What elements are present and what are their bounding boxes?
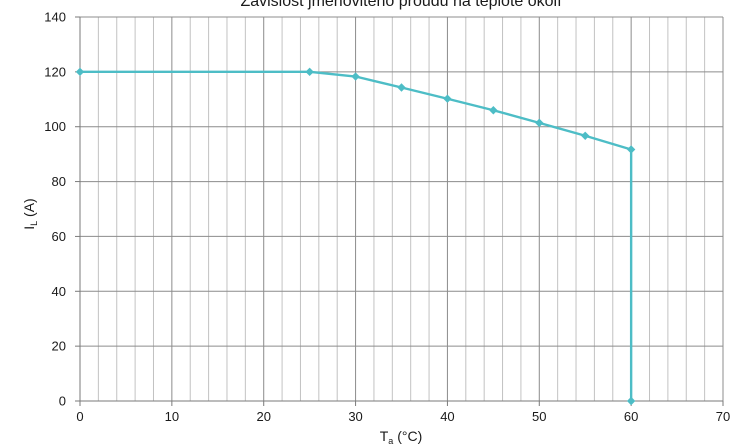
data-point-marker: [305, 67, 314, 77]
grid: [80, 16, 724, 401]
data-point-marker: [535, 118, 544, 128]
x-axis-title-sub: a: [388, 436, 393, 445]
x-tick-label: 70: [716, 409, 730, 424]
tick-labels: 0 10 20 30 40 50 60 70 0 20 40 60 80 100 120 140: [44, 10, 730, 425]
x-tick-label: 0: [76, 409, 83, 424]
x-tick-label: 30: [348, 409, 362, 424]
y-tick-label: 140: [44, 10, 66, 25]
x-tick-label: 60: [624, 409, 638, 424]
data-point-marker: [581, 131, 590, 140]
x-axis-title-unit: (°C): [393, 428, 422, 444]
data-point-marker: [397, 83, 406, 92]
y-tick-label: 120: [44, 64, 66, 79]
y-tick-label: 0: [59, 394, 66, 409]
data-point-marker: [75, 67, 85, 77]
y-tick-label: 100: [44, 119, 66, 134]
data-point-marker: [351, 72, 360, 81]
data-point-marker: [626, 396, 636, 406]
x-tick-label: 50: [532, 409, 546, 424]
data-point-marker: [626, 145, 636, 154]
y-axis-title-main: I: [21, 226, 37, 230]
x-tick-label: 20: [256, 409, 270, 424]
x-tick-label: 10: [165, 409, 179, 424]
series-line: [80, 70, 633, 401]
y-axis-title: IL (A): [21, 198, 39, 229]
y-tick-label: 60: [52, 229, 66, 244]
x-axis-title-main: T: [380, 428, 389, 444]
y-tick-label: 80: [52, 174, 66, 189]
series-current: [75, 67, 636, 406]
data-point-marker: [443, 94, 452, 103]
data-point-marker: [489, 106, 498, 115]
x-axis-title: Ta (°C): [380, 428, 423, 445]
y-tick-label: 20: [52, 339, 66, 354]
y-axis-title-unit: (A): [21, 198, 37, 221]
chart-title: Závislost jmenovitého proudu na teplotě …: [240, 0, 562, 10]
y-axis-title-sub: L: [29, 221, 39, 226]
x-tick-label: 40: [440, 409, 454, 424]
y-tick-label: 40: [52, 284, 66, 299]
